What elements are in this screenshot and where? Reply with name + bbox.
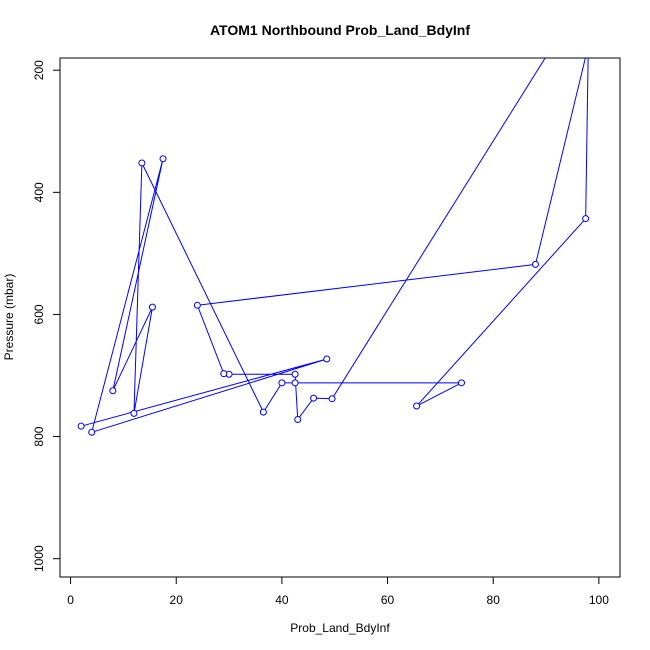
data-point [193,301,201,309]
data-point [138,159,146,167]
y-axis-label: Pressure (mbar) [2,274,16,361]
plot-frame [59,57,621,578]
data-point [88,428,96,436]
series-line [81,58,589,434]
data-point [294,415,302,423]
x-tick-label: 40 [275,593,289,607]
data-point [159,155,167,163]
chart-title: ATOM1 Northbound Prob_Land_BdyInf [210,22,470,38]
data-point [220,370,228,378]
data-point [531,260,539,268]
x-axis-label: Prob_Land_BdyInf [290,621,390,635]
data-point [148,303,156,311]
y-tick-label: 800 [32,426,46,446]
y-tick-label: 200 [32,60,46,80]
y-tick-label: 1000 [32,545,46,572]
data-point [310,394,318,402]
x-tick-label: 80 [487,593,501,607]
x-tick-label: 100 [589,593,609,607]
data-point [413,402,421,410]
x-axis: 0 20 40 60 80 100 [67,577,609,607]
data-point [291,379,299,387]
y-tick-label: 400 [32,182,46,202]
data-point [458,379,466,387]
x-tick-label: 20 [170,593,184,607]
data-point [323,355,331,363]
data-point [291,370,299,378]
x-tick-label: 60 [381,593,395,607]
data-point [77,422,85,430]
data-point [328,395,336,403]
y-axis: 200 400 600 800 1000 [32,60,60,572]
data-point [259,408,267,416]
data-point [278,379,286,387]
x-tick-label: 0 [67,593,74,607]
data-point [109,387,117,395]
data-point [130,409,138,417]
data-points [77,155,590,436]
data-point [582,215,590,223]
y-tick-label: 600 [32,304,46,324]
